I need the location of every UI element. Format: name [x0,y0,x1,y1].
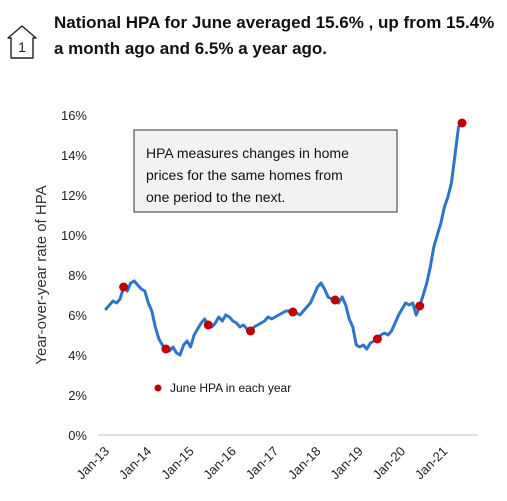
x-tick-label: Jan-21 [412,444,451,483]
y-axis: 0% 2% 4% 6% 8% 10% 12% 14% 16% [61,108,87,443]
x-tick-label: Jan-18 [285,444,324,483]
june-marker [288,307,298,317]
june-markers [119,118,467,354]
x-tick-label: Jan-16 [200,444,239,483]
x-tick-label: Jan-19 [327,444,366,483]
june-marker [415,301,425,311]
annotation-box: HPA measures changes in home prices for t… [133,129,398,213]
y-axis-label: Year-over-year rate of HPA [33,185,50,364]
y-tick-label: 4% [68,348,87,363]
x-tick-label: Jan-20 [370,444,409,483]
y-tick-label: 6% [68,308,87,323]
june-marker [119,282,129,292]
y-tick-label: 10% [61,228,87,243]
y-tick-label: 14% [61,148,87,163]
x-axis: Jan-13 Jan-14 Jan-15 Jan-16 Jan-17 Jan-18 Jan-… [73,444,450,483]
y-tick-label: 16% [61,108,87,123]
june-marker [161,344,171,354]
badge-label: 1 [18,39,26,55]
legend-marker [154,384,162,392]
legend-label: June HPA in each year [170,381,291,395]
june-marker [330,295,340,305]
house-outline-icon: 1 [4,22,40,62]
june-marker [203,320,213,330]
y-tick-label: 0% [68,428,87,443]
x-tick-label: Jan-15 [158,444,197,483]
x-tick-label: Jan-17 [243,444,282,483]
y-tick-label: 2% [68,388,87,403]
june-marker [372,334,382,344]
legend: June HPA in each year [154,381,291,395]
june-marker [457,118,467,128]
y-tick-label: 12% [61,188,87,203]
y-tick-label: 8% [68,268,87,283]
annotation-text: HPA measures changes in home prices for t… [146,145,349,205]
chart-title: National HPA for June averaged 15.6% , u… [54,13,495,58]
x-tick-label: Jan-14 [116,444,155,483]
x-tick-label: Jan-13 [73,444,112,483]
june-marker [246,326,256,336]
